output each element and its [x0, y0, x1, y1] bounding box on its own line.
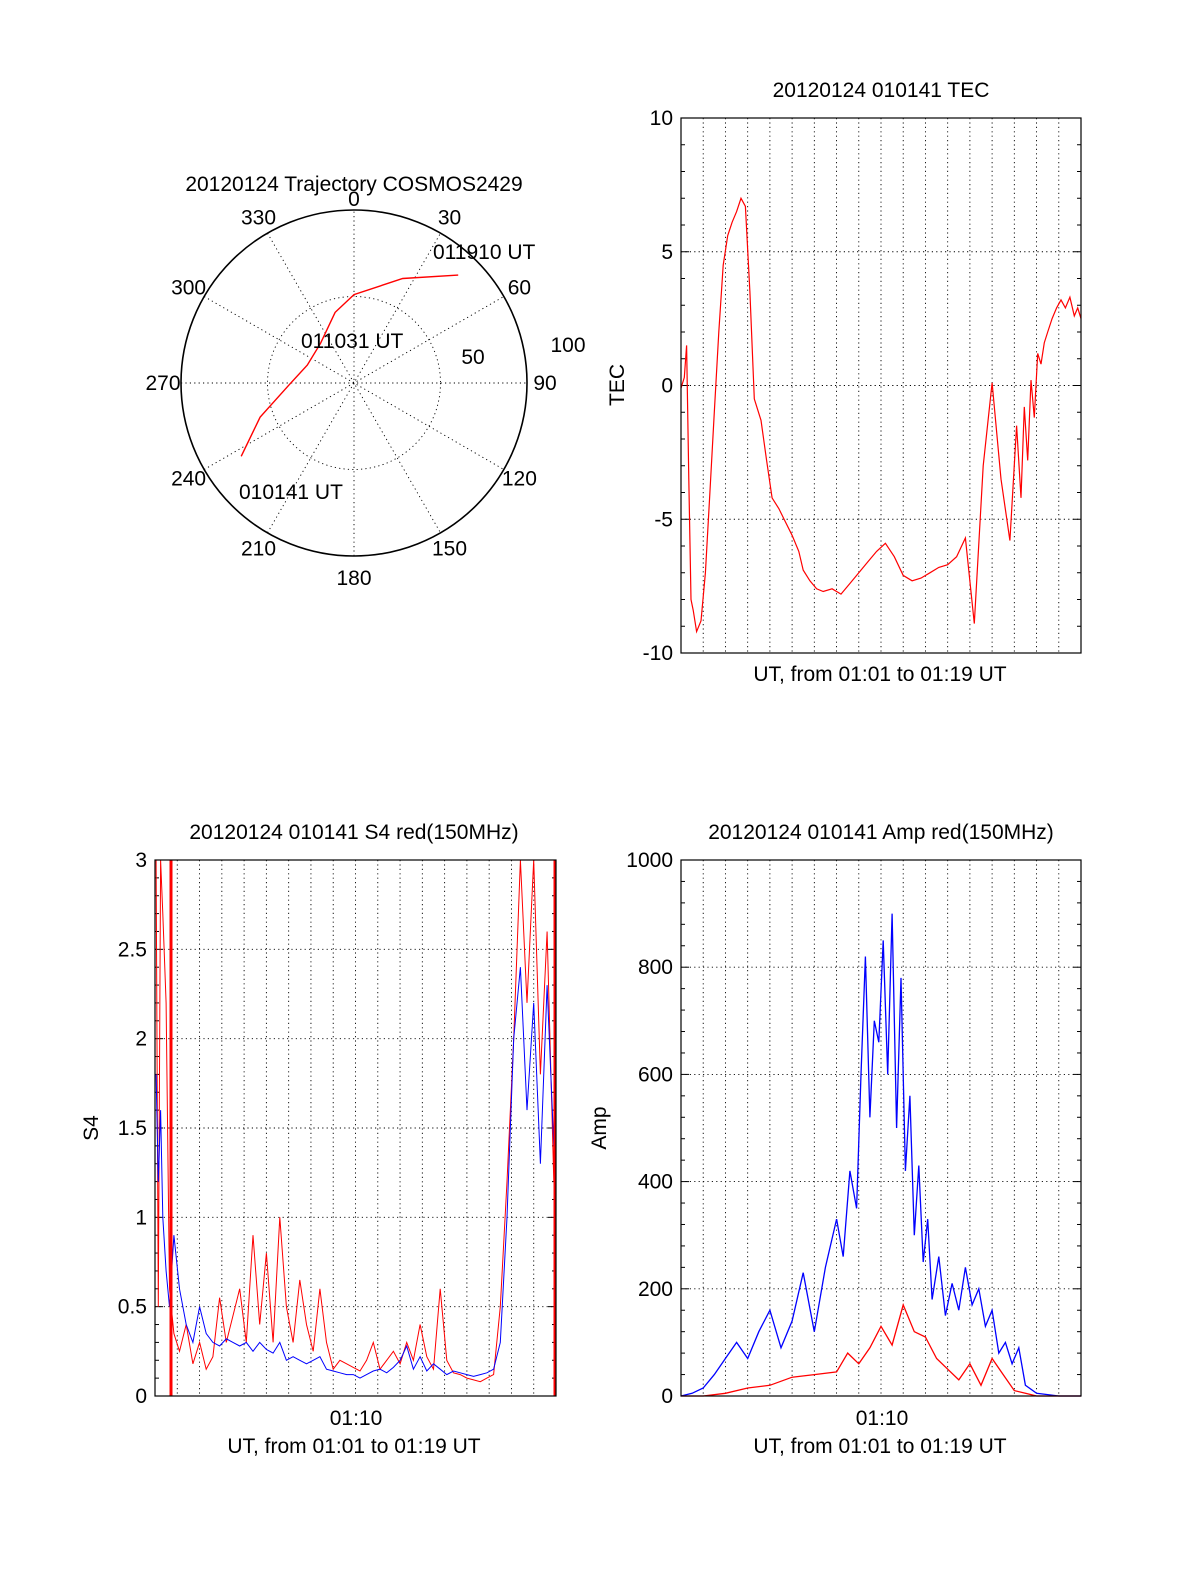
polar-angle-label: 330 [241, 207, 276, 230]
polar-grid [181, 210, 527, 556]
s4-blue-series-line [155, 967, 555, 1379]
y-tick-label: 2.5 [118, 938, 147, 961]
s4-xtick-label: 01:10 [330, 1407, 383, 1430]
polar-panel: 20120124 Trajectory COSMOS2429 0 30 60 90 12… [145, 173, 585, 590]
polar-angle-label: 30 [438, 207, 461, 230]
polar-radial-label-100: 100 [550, 334, 585, 357]
y-tick-label: 0 [661, 375, 673, 398]
s4-ylabel: S4 [80, 1115, 103, 1141]
polar-spoke [267, 232, 441, 534]
polar-angle-label: 90 [533, 372, 556, 395]
amp-title: 20120124 010141 Amp red(150MHz) [708, 821, 1054, 844]
tec-ylabel: TEC [606, 364, 629, 406]
y-tick-label: 0 [661, 1385, 673, 1408]
amp-axes-frame [680, 859, 1082, 1397]
tec-series-line [680, 196, 1082, 634]
polar-angle-labels: 0 30 60 90 120 150 180 210 240 270 300 330 [145, 188, 556, 590]
track-mid-label: 011031 UT [301, 330, 404, 353]
amp-xlabel: UT, from 01:01 to 01:19 UT [753, 1435, 1006, 1458]
s4-axes-frame [154, 859, 557, 1397]
track-end-label: 011910 UT [433, 241, 536, 264]
polar-angle-label: 60 [508, 277, 531, 300]
s4-panel: 20120124 010141 S4 red(150MHz) 3 2.5 2 1.5 1… [80, 821, 557, 1458]
y-tick-label: 0 [135, 1385, 147, 1408]
y-tick-label: 200 [638, 1278, 673, 1301]
y-tick-label: 3 [135, 849, 147, 872]
polar-angle-label: 0 [348, 188, 360, 211]
y-tick-label: -5 [654, 508, 673, 531]
y-tick-label: 600 [638, 1063, 673, 1086]
polar-angle-label: 150 [432, 537, 467, 560]
polar-inner-circle [267, 296, 441, 470]
s4-y-tick-labels: 3 2.5 2 1.5 1 0.5 0 [118, 849, 147, 1408]
polar-angle-label: 210 [241, 537, 276, 560]
tec-title: 20120124 010141 TEC [773, 79, 990, 102]
polar-spoke [203, 296, 505, 470]
amp-xtick-label: 01:10 [856, 1407, 909, 1430]
amp-red-series-line [681, 1302, 1081, 1397]
polar-spoke [267, 232, 441, 534]
y-tick-label: 800 [638, 956, 673, 979]
polar-angle-label: 180 [336, 567, 371, 590]
polar-angle-label: 270 [145, 372, 180, 395]
polar-angle-label: 240 [171, 468, 206, 491]
s4-grid [155, 859, 556, 1397]
polar-radial-label-50: 50 [461, 346, 484, 369]
tec-axes-frame [680, 117, 1082, 654]
tec-y-tick-labels: 10 5 0 -5 -10 [643, 107, 673, 665]
y-tick-label: 1.5 [118, 1117, 147, 1140]
tec-panel: 20120124 010141 TEC 10 5 0 -5 -10 TEC UT, fr… [606, 79, 1082, 686]
amp-grid [681, 859, 1081, 1397]
y-tick-label: 5 [661, 241, 673, 264]
polar-angle-label: 300 [171, 277, 206, 300]
y-tick-label: 0.5 [118, 1296, 147, 1319]
s4-title: 20120124 010141 S4 red(150MHz) [189, 821, 518, 844]
polar-angle-label: 120 [502, 468, 537, 491]
polar-outer-circle [180, 209, 528, 557]
amp-y-tick-labels: 1000 800 600 400 200 0 [626, 849, 673, 1408]
amp-panel: 20120124 010141 Amp red(150MHz) 1000 800 6… [588, 821, 1082, 1458]
trajectory-track [240, 274, 459, 457]
tec-xlabel: UT, from 01:01 to 01:19 UT [753, 663, 1006, 686]
y-tick-label: 400 [638, 1171, 673, 1194]
amp-blue-series-line [680, 913, 1081, 1397]
polar-title: 20120124 Trajectory COSMOS2429 [185, 173, 522, 196]
y-tick-label: 1 [135, 1206, 147, 1229]
y-tick-label: 2 [135, 1028, 147, 1051]
s4-red-series-line [155, 859, 555, 1383]
polar-spoke [203, 296, 505, 470]
amp-ylabel: Amp [588, 1106, 611, 1149]
tec-grid [681, 117, 1081, 654]
s4-xlabel: UT, from 01:01 to 01:19 UT [227, 1435, 480, 1458]
y-tick-label: 1000 [626, 849, 673, 872]
y-tick-label: -10 [643, 642, 673, 665]
track-start-label: 010141 UT [239, 481, 343, 504]
y-tick-label: 10 [650, 107, 673, 130]
